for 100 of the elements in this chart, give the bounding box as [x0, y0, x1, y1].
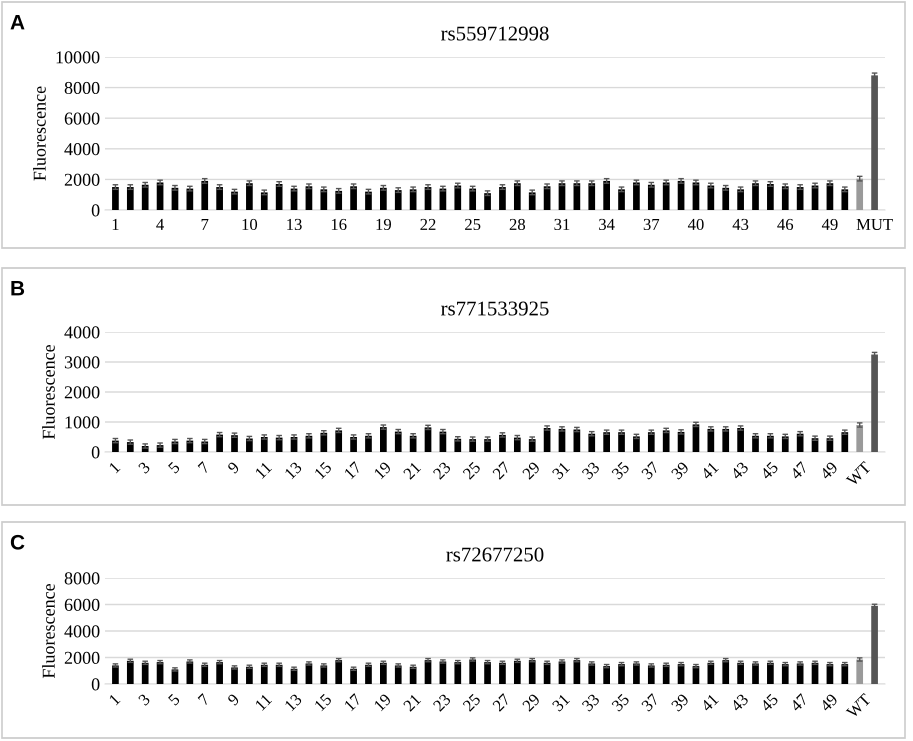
x-tick-label: 35 [611, 461, 630, 480]
x-tick-label: 13 [287, 218, 302, 230]
bar [812, 438, 818, 452]
bar [335, 430, 342, 452]
x-tick-label: 33 [581, 461, 600, 480]
bar [276, 664, 283, 684]
bar [394, 190, 402, 210]
x-tick-label: 49 [819, 693, 838, 712]
bar [231, 667, 238, 684]
x-tick-label: 47 [790, 693, 809, 712]
x-tick-label: 29 [522, 461, 541, 480]
bar [588, 434, 596, 452]
y-tick-label: 3000 [64, 356, 100, 368]
bar [440, 661, 446, 684]
x-tick-label: 49 [822, 218, 838, 230]
bar [603, 432, 610, 452]
bar [499, 434, 506, 452]
x-tick-label: 5 [168, 461, 180, 474]
x-tick-label: 10 [242, 218, 258, 230]
bar [112, 187, 119, 210]
bar [306, 436, 312, 452]
bar [633, 663, 640, 684]
bar [678, 664, 684, 684]
bar [767, 184, 774, 210]
x-tick-label: 7 [202, 218, 208, 230]
bar [306, 186, 312, 210]
bar [692, 182, 700, 210]
bar [603, 666, 610, 684]
bar [306, 663, 312, 684]
bar [469, 188, 476, 210]
x-tick-label: MUT [856, 218, 893, 230]
x-tick-label: 37 [644, 218, 660, 230]
bar [796, 187, 804, 210]
bar [618, 432, 625, 452]
bar [246, 666, 253, 684]
bar [678, 432, 684, 452]
bar [707, 662, 714, 684]
x-tick-label: 27 [492, 693, 511, 712]
bar [126, 187, 134, 210]
x-tick-label: 31 [554, 218, 570, 230]
bar [499, 187, 506, 210]
y-tick-label: 8000 [64, 82, 100, 94]
bar [142, 184, 149, 210]
x-tick-label: 45 [760, 461, 779, 480]
bar [618, 189, 625, 210]
x-tick-label: 27 [492, 461, 511, 480]
bar [588, 663, 596, 684]
y-tick-label: 4000 [64, 143, 100, 156]
bar [424, 187, 432, 210]
x-tick-label: 39 [670, 461, 690, 480]
bar [722, 660, 730, 684]
bar [692, 424, 700, 452]
bar [603, 180, 610, 210]
bar [678, 180, 684, 210]
x-tick-label: 37 [641, 461, 660, 480]
text: C [10, 534, 24, 550]
bar [424, 427, 432, 452]
bar [186, 188, 194, 210]
bar [216, 662, 223, 684]
x-tick-label: 34 [599, 218, 615, 230]
y-tick-label: 10000 [56, 51, 100, 64]
text: B [11, 281, 24, 296]
chart-title: rs559712998 [441, 26, 549, 41]
bar [856, 659, 864, 684]
bar [544, 662, 550, 684]
bar [618, 664, 625, 684]
bar [484, 662, 491, 684]
bar [201, 664, 208, 684]
bar [841, 189, 848, 210]
bar [112, 665, 119, 684]
bar [350, 186, 357, 210]
x-tick-label: 9 [226, 693, 240, 706]
bar [156, 182, 164, 210]
y-tick-label: 6000 [64, 112, 100, 125]
y-tick-label: 0 [92, 678, 100, 690]
bar [722, 188, 730, 210]
bar [514, 660, 521, 684]
x-tick-label: 29 [522, 693, 541, 712]
bar [172, 669, 178, 684]
bar [290, 188, 298, 210]
x-tick-label: 25 [462, 461, 482, 480]
bar [260, 664, 268, 684]
x-tick-label: 7 [198, 461, 210, 474]
bar [574, 430, 580, 452]
bar [514, 183, 521, 210]
bar [410, 666, 416, 684]
x-tick-label: 46 [777, 218, 794, 230]
x-tick-label: 37 [641, 693, 660, 712]
bar [156, 662, 164, 684]
bar [871, 354, 878, 452]
bar [767, 436, 774, 452]
x-tick-label: 45 [760, 693, 779, 712]
bar [320, 189, 328, 210]
bar [142, 662, 149, 684]
bar [454, 186, 462, 210]
bar [126, 660, 134, 684]
bar [633, 182, 640, 210]
bar [469, 659, 476, 684]
bar [752, 183, 759, 210]
bar [231, 192, 238, 210]
